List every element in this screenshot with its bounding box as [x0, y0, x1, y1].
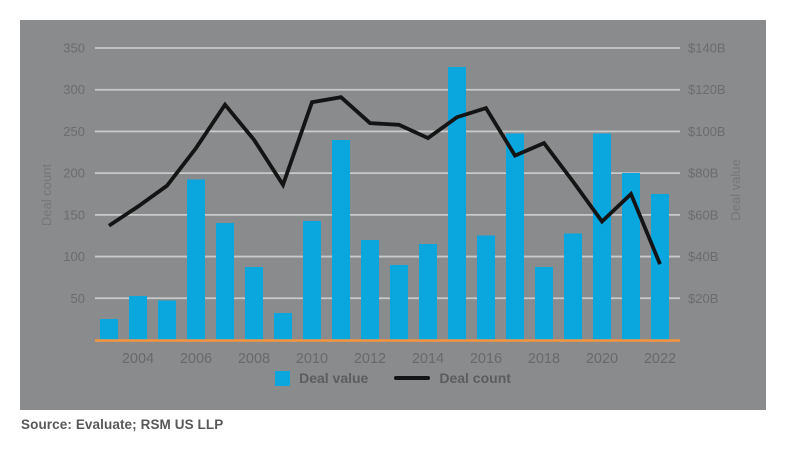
- bar-2004: [129, 296, 147, 340]
- right-axis-title: Deal value: [728, 159, 743, 220]
- left-tick-labels: 350 300 250 200 150 100 50: [63, 41, 85, 306]
- right-tick-$100B: $100B: [688, 124, 726, 139]
- right-tick-labels: $140B $120B $100B $80B $60B $40B $20B: [688, 41, 726, 306]
- deal-chart: 350 300 250 200 150 100 50 $140B $120B $100B $80B…: [39, 41, 743, 368]
- bar-2020: [593, 133, 611, 340]
- x-tick-2014: 2014: [412, 351, 444, 367]
- bar-2006: [187, 179, 205, 340]
- left-tick-250: 250: [63, 124, 85, 139]
- deal-count-line: [107, 95, 662, 265]
- x-tick-labels: 2004 2006 2008 2010 2012 2014 2016 2018 2020 2022: [122, 351, 676, 367]
- left-tick-100: 100: [63, 249, 85, 264]
- bar-2015: [448, 66, 466, 340]
- bars-layer: [100, 66, 669, 340]
- x-tick-2004: 2004: [122, 351, 154, 367]
- left-tick-150: 150: [63, 207, 85, 222]
- right-tick-$40B: $40B: [688, 249, 718, 264]
- right-tick-$60B: $60B: [688, 207, 718, 222]
- bar-2012: [361, 239, 379, 340]
- bar-2017: [506, 133, 524, 340]
- x-tick-2022: 2022: [644, 351, 676, 367]
- x-tick-2018: 2018: [528, 351, 560, 367]
- right-tick-$20B: $20B: [688, 291, 718, 306]
- bar-2011: [332, 139, 350, 340]
- left-tick-200: 200: [63, 166, 85, 181]
- x-tick-2006: 2006: [180, 351, 212, 367]
- bar-2014: [419, 244, 437, 340]
- bar-2018: [535, 267, 553, 340]
- right-tick-$80B: $80B: [688, 166, 718, 181]
- bar-2016: [477, 235, 495, 340]
- left-tick-50: 50: [71, 291, 85, 306]
- left-axis-title: Deal count: [39, 164, 54, 227]
- line-layer: [107, 95, 662, 265]
- grid-layer: [95, 47, 680, 300]
- left-tick-350: 350: [63, 41, 85, 56]
- source-attribution: Source: Evaluate; RSM US LLP: [21, 417, 224, 432]
- bar-2003: [100, 319, 118, 340]
- bar-2005: [158, 300, 176, 340]
- x-tick-2016: 2016: [470, 351, 502, 367]
- bar-2022: [651, 194, 669, 340]
- bar-2019: [564, 233, 582, 340]
- left-tick-300: 300: [63, 82, 85, 97]
- chart-panel: 350 300 250 200 150 100 50 $140B $120B $100B $80B…: [20, 20, 766, 410]
- x-tick-2020: 2020: [586, 351, 618, 367]
- x-tick-2012: 2012: [354, 351, 386, 367]
- x-tick-2008: 2008: [238, 351, 270, 367]
- bar-2007: [216, 223, 234, 340]
- x-tick-2010: 2010: [296, 351, 328, 367]
- bar-2013: [390, 264, 408, 340]
- bar-2009: [274, 312, 292, 340]
- right-tick-$140B: $140B: [688, 41, 726, 56]
- bar-2008: [245, 267, 263, 340]
- right-tick-$120B: $120B: [688, 82, 726, 97]
- bar-2010: [303, 221, 321, 340]
- bar-2021: [622, 173, 640, 340]
